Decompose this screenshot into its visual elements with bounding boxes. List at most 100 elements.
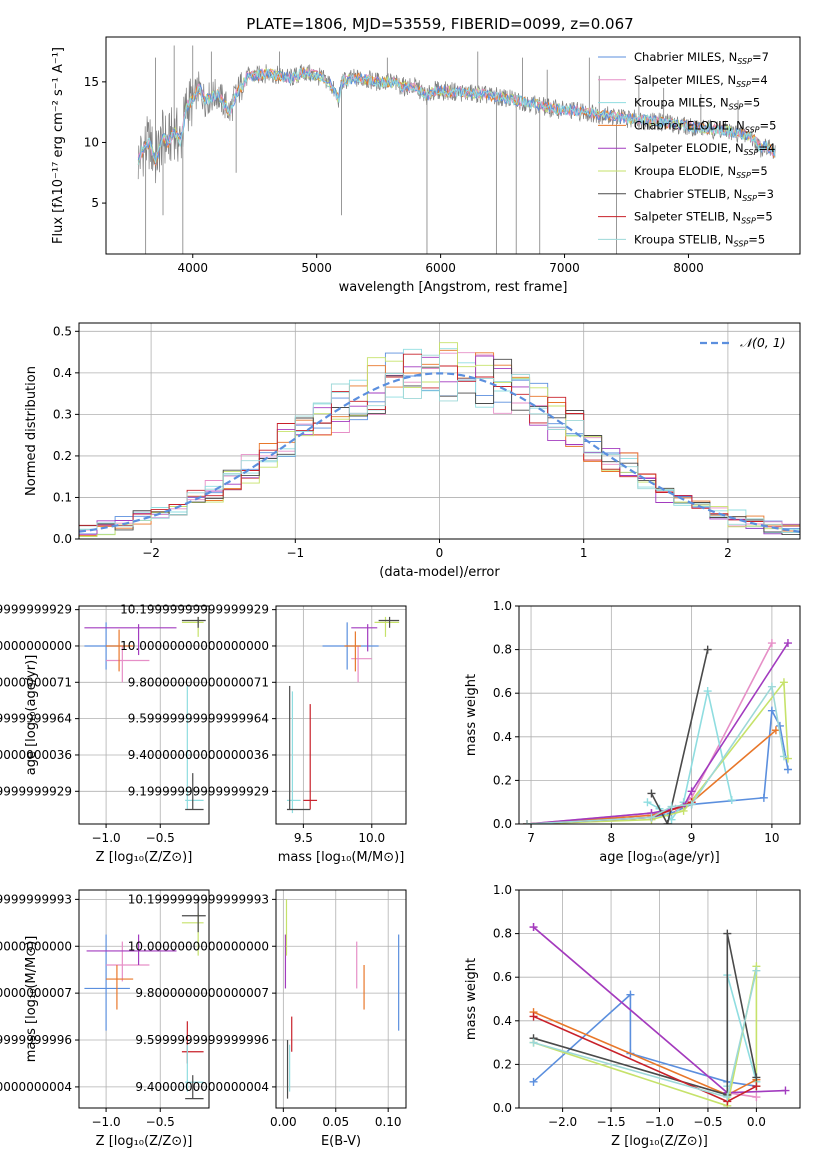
y-tick-label: 9.4000000000000004	[135, 1080, 269, 1094]
data-point-marker	[529, 923, 538, 932]
data-point-marker	[703, 645, 712, 654]
y-tick-label: 0.0	[493, 817, 512, 831]
y-axis-label: mass weight	[464, 674, 479, 756]
x-tick-label: 8	[608, 831, 616, 845]
series-line-ChabrierSTELIB	[533, 933, 758, 1096]
x-axis-label: Z [log₁₀(Z/Z⊙)]	[611, 1134, 708, 1149]
legend-entry-label: Chabrier ELODIE, NSSP=5	[634, 118, 776, 134]
legend-residuals: 𝒩(0, 1)	[700, 335, 786, 350]
y-tick-label: 9.5999999999999996	[0, 1033, 72, 1047]
data-point-marker	[767, 706, 776, 715]
x-tick-label: 7	[527, 831, 535, 845]
plot-area-mass_vs_EBV	[284, 899, 400, 1099]
x-axis-label: age [log₁₀(age/yr)]	[599, 850, 720, 865]
y-axis-label: mass weight	[464, 958, 479, 1040]
x-tick-label: 0.00	[270, 1115, 297, 1129]
y-tick-label: 1.0	[493, 599, 512, 613]
data-point-marker	[779, 752, 788, 761]
x-tick-label: −0.5	[693, 1115, 722, 1129]
data-point-marker	[523, 820, 532, 824]
y-axis-label: Flux [fλ10⁻¹⁷ erg cm⁻² s⁻¹ A⁻¹]	[51, 47, 66, 244]
y-tick-label: 10.00000000000000000	[120, 639, 269, 653]
data-point-marker	[775, 721, 784, 730]
y-tick-label: 10.1999999999999993	[0, 892, 72, 906]
y-axis-label: Normed distribution	[24, 366, 39, 496]
axes-frame	[78, 605, 210, 825]
y-tick-label: 9.8000000000000007	[135, 986, 269, 1000]
x-axis-label: wavelength [Angstrom, rest frame]	[339, 280, 568, 295]
data-point-marker	[752, 966, 761, 975]
y-tick-label: 9.40000000000000036	[0, 748, 72, 762]
y-tick-label: 0.5	[53, 324, 72, 338]
y-tick-label: 0.6	[493, 686, 512, 700]
data-point-marker	[759, 793, 768, 802]
axes-residuals: −2 −1 0 1 2 0.0 0.1 0.2 0.3 0.4 0.5 (data-model)/er…	[24, 322, 801, 580]
data-point-marker	[752, 1082, 761, 1091]
axes-frame	[78, 322, 801, 540]
x-tick-label: 0.05	[322, 1115, 349, 1129]
y-tick-label: 9.59999999999999964	[0, 712, 72, 726]
data-point-marker	[687, 787, 696, 796]
y-tick-label: 10	[84, 135, 99, 149]
x-tick-label: 2	[724, 546, 732, 560]
x-tick-label: 5000	[301, 261, 332, 275]
axes-mass_vs_EBV: 0.00 0.05 0.10 9.4000000000000004 9.59999999…	[128, 889, 407, 1149]
axes-age_vs_Z: −1.0 −0.5 9.19999999999999929 9.40000000000…	[0, 603, 210, 865]
x-tick-label: −1.5	[596, 1115, 625, 1129]
x-tick-label: 4000	[177, 261, 208, 275]
plot-area-age_vs_Z	[84, 616, 206, 811]
x-tick-label: −0.5	[146, 831, 175, 845]
data-point-marker	[529, 1077, 538, 1086]
histogram-KroupaSTELIB	[79, 354, 800, 533]
plot-area-spectrum	[137, 45, 776, 254]
axes-weight_vs_Z: −2.0 −1.5 −1.0 −0.5 0.0 0.0 0.2 0.4 0.6 0.8 1.0 Z […	[464, 883, 801, 1149]
series-line-ChabrierSTELIB	[650, 649, 709, 824]
x-tick-label: −0.5	[146, 1115, 175, 1129]
data-point-marker	[529, 1012, 538, 1021]
y-tick-label: 0.2	[493, 773, 512, 787]
x-axis-label: (data-model)/error	[379, 565, 500, 580]
y-tick-label: 1.0	[493, 883, 512, 897]
axes-weight_vs_age: 7 8 9 10 0.0 0.2 0.4 0.6 0.8 1.0 age [log₁₀(age/yr…	[464, 599, 801, 865]
legend-entry-label: Chabrier STELIB, NSSP=3	[634, 187, 774, 203]
plot-area-mass_vs_Z	[84, 897, 206, 1100]
series-line-KroupaMILES	[647, 690, 733, 821]
x-tick-label: 1	[580, 546, 588, 560]
data-point-marker	[667, 802, 676, 811]
legend-entry-label: Kroupa ELODIE, NSSP=5	[634, 164, 768, 180]
legend-entry-label: Salpeter MILES, NSSP=4	[634, 73, 768, 89]
x-tick-label: 10.0	[358, 831, 385, 845]
y-tick-label: 0.8	[493, 927, 512, 941]
x-tick-label: −1.0	[645, 1115, 674, 1129]
y-tick-label: 0.8	[493, 643, 512, 657]
y-tick-label: 9.59999999999999964	[128, 712, 269, 726]
axes-mass_vs_Z: −1.0 −0.5 9.4000000000000004 9.599999999999…	[0, 889, 210, 1149]
y-tick-label: 15	[84, 75, 99, 89]
y-tick-label: 9.19999999999999929	[0, 784, 72, 798]
y-tick-label: 0.1	[53, 490, 72, 504]
x-axis-label: E(B-V)	[321, 1134, 361, 1149]
data-point-marker	[781, 1086, 790, 1095]
y-tick-label: 10.1999999999999993	[128, 892, 269, 906]
model-spectrum-KroupaMILES	[137, 67, 776, 165]
data-point-marker	[783, 765, 792, 774]
y-tick-label: 9.40000000000000036	[128, 748, 269, 762]
legend-entry-label: Salpeter ELODIE, NSSP=4	[634, 141, 775, 157]
y-tick-label: 9.19999999999999929	[128, 784, 269, 798]
y-tick-label: 10.19999999999999929	[0, 603, 72, 617]
series-line-SalpeterELODIE	[526, 642, 789, 824]
y-axis-label: mass [log₁₀(M/M⊙)]	[24, 936, 39, 1063]
y-tick-label: 0.2	[493, 1057, 512, 1071]
y-tick-label: 9.80000000000000071	[0, 675, 72, 689]
data-point-marker	[752, 1093, 761, 1102]
x-tick-label: 7000	[549, 261, 580, 275]
x-axis-label: Z [log₁₀(Z/Z⊙)]	[96, 1134, 193, 1149]
x-axis-label: Z [log₁₀(Z/Z⊙)]	[96, 850, 193, 865]
data-point-marker	[643, 798, 652, 807]
legend-entry-label: 𝒩(0, 1)	[740, 335, 786, 350]
figure-title: PLATE=1806, MJD=53559, FIBERID=0099, z=0…	[246, 15, 633, 33]
x-tick-label: 8000	[673, 261, 704, 275]
data-point-marker	[783, 754, 792, 763]
